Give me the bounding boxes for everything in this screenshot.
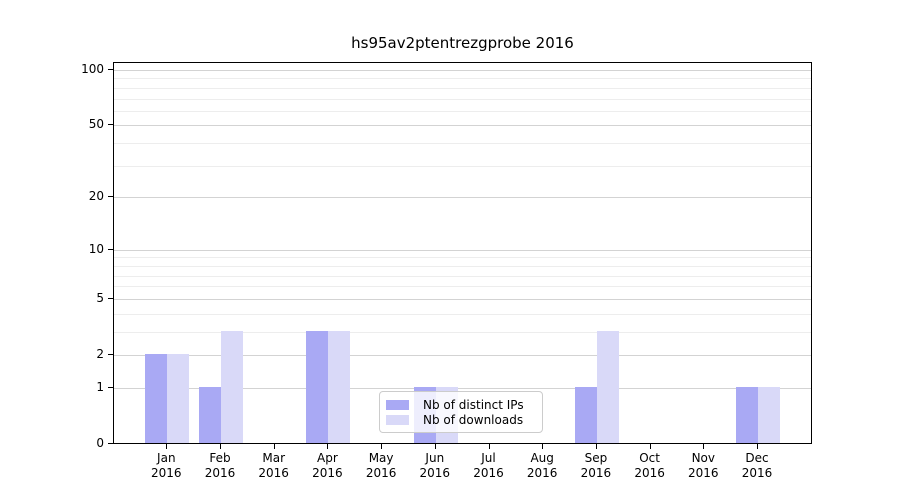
x-tick-mark-feb	[220, 444, 221, 449]
x-tick-mark-aug	[542, 444, 544, 449]
x-tick-label-may: May 2016	[365, 451, 397, 480]
x-tick-mark-jun	[434, 444, 436, 449]
x-tick-mark-nov	[703, 444, 705, 449]
y-tick-mark-100	[108, 69, 113, 70]
y-tick-mark-10	[108, 248, 113, 250]
x-tick-mark-jul	[488, 444, 490, 449]
legend-item-distinct-ips: Nb of distinct IPs	[386, 398, 534, 412]
y-tick-label-20: 20	[88, 189, 104, 204]
bar-distinct-ips-apr	[306, 330, 329, 443]
legend-label-downloads: Nb of downloads	[423, 413, 524, 427]
gridline-minor-6	[114, 286, 811, 288]
bar-distinct-ips-dec	[736, 386, 758, 443]
y-tick-label-10: 10	[88, 241, 104, 256]
chart-title: hs95av2ptentrezgprobe 2016	[351, 34, 574, 52]
y-tick-mark-2	[108, 354, 113, 355]
y-tick-mark-5	[108, 297, 113, 299]
bar-downloads-sep	[596, 330, 619, 443]
legend-swatch-distinct-ips	[386, 400, 409, 410]
x-tick-label-jan: Jan 2016	[151, 451, 182, 480]
gridline-major-50	[114, 125, 811, 127]
y-tick-mark-0	[108, 443, 113, 444]
bar-distinct-ips-feb	[199, 386, 221, 443]
x-tick-mark-apr	[327, 444, 329, 449]
x-tick-label-oct: Oct 2016	[634, 451, 665, 480]
legend-label-distinct-ips: Nb of distinct IPs	[423, 398, 524, 412]
plot-area	[113, 62, 812, 444]
gridline-minor-90	[114, 78, 811, 80]
gridline-minor-70	[114, 98, 811, 100]
x-tick-mark-sep	[595, 444, 597, 449]
x-tick-label-jul: Jul 2016	[473, 451, 504, 480]
gridline-major-5	[114, 298, 811, 300]
gridline-minor-80	[114, 87, 811, 89]
y-tick-mark-50	[108, 124, 113, 126]
gridline-major-2	[114, 355, 811, 356]
x-tick-mark-dec	[757, 444, 758, 449]
x-tick-label-mar: Mar 2016	[258, 451, 289, 480]
gridline-major-100	[114, 70, 811, 71]
legend-swatch-downloads	[386, 415, 409, 425]
gridline-minor-9	[114, 257, 811, 259]
gridline-minor-4	[114, 313, 811, 315]
x-tick-mark-jan	[166, 444, 168, 449]
x-tick-label-sep: Sep 2016	[580, 451, 612, 480]
y-tick-label-5: 5	[96, 290, 104, 305]
bar-distinct-ips-sep	[574, 386, 597, 443]
x-tick-label-apr: Apr 2016	[312, 451, 343, 480]
y-tick-label-1: 1	[96, 379, 104, 394]
bar-downloads-feb	[221, 330, 243, 443]
x-tick-mark-oct	[649, 444, 651, 449]
x-tick-label-feb: Feb 2016	[204, 451, 236, 480]
legend-item-downloads: Nb of downloads	[386, 413, 534, 427]
gridline-minor-3	[114, 331, 811, 333]
x-tick-mark-mar	[273, 444, 275, 449]
bar-downloads-apr	[328, 330, 351, 443]
gridline-minor-30	[114, 165, 811, 167]
x-tick-label-aug: Aug 2016	[526, 451, 558, 480]
x-tick-label-dec: Dec 2016	[741, 451, 773, 480]
gridline-minor-7	[114, 275, 811, 277]
y-tick-label-2: 2	[96, 347, 104, 361]
y-tick-label-50: 50	[88, 117, 104, 132]
gridline-major-10	[114, 249, 811, 251]
gridline-minor-8	[114, 265, 811, 267]
y-tick-label-0: 0	[96, 436, 104, 450]
bar-downloads-dec	[758, 386, 780, 443]
legend: Nb of distinct IPs Nb of downloads	[379, 391, 543, 433]
y-tick-mark-1	[108, 386, 113, 388]
gridline-major-1	[114, 387, 811, 389]
x-tick-mark-may	[381, 444, 383, 449]
bar-distinct-ips-jan	[145, 354, 168, 443]
bar-downloads-jan	[167, 354, 190, 443]
gridline-major-20	[114, 197, 811, 199]
x-tick-label-nov: Nov 2016	[688, 451, 719, 480]
gridline-minor-40	[114, 143, 811, 145]
gridline-minor-60	[114, 110, 811, 112]
x-tick-label-jun: Jun 2016	[419, 451, 451, 480]
y-tick-label-100: 100	[81, 62, 104, 76]
y-tick-mark-20	[108, 196, 113, 198]
